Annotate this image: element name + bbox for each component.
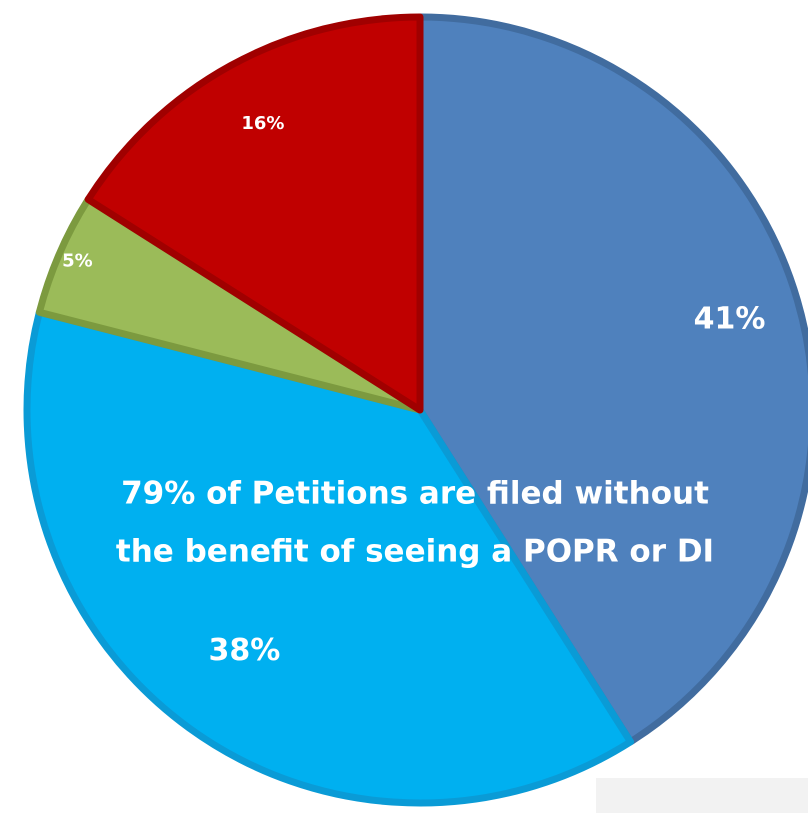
- annotation-line-1: 79% of Petitions are filed without: [121, 476, 709, 512]
- annotation-line-2: the benefit of seeing a POPR or DI: [116, 534, 714, 570]
- pie-slices: [27, 17, 808, 803]
- slice-label-3: 5%: [62, 251, 93, 272]
- slice-label-2: 38%: [208, 633, 280, 668]
- watermark-block: [596, 778, 808, 813]
- slice-label-1: 41%: [694, 302, 766, 337]
- slice-label-4: 16%: [241, 113, 284, 134]
